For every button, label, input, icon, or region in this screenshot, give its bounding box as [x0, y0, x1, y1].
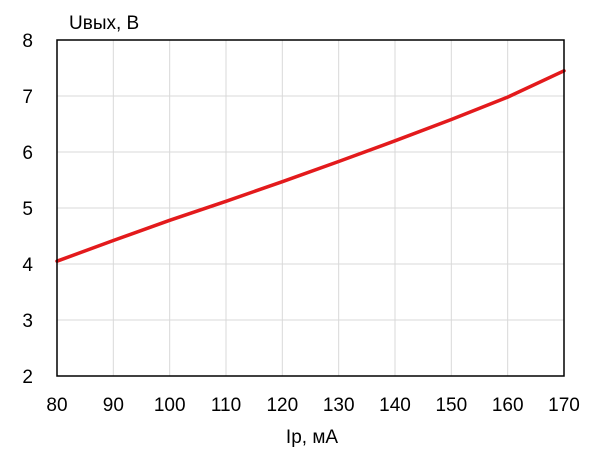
x-tick-label: 170: [548, 395, 580, 416]
x-tick-label: 110: [211, 395, 241, 416]
y-axis-label: Uвых, В: [69, 13, 139, 34]
grid: [56, 39, 565, 377]
x-tick-label: 140: [379, 395, 411, 416]
y-tick-label: 8: [22, 31, 33, 52]
x-tick-label: 90: [103, 395, 124, 416]
y-tick-label: 4: [22, 255, 33, 276]
x-tick-labels: 80 90 100 110 120 130 140 150 160 170: [46, 395, 579, 416]
x-tick-label: 160: [492, 395, 524, 416]
x-axis-label: Iр, мА: [286, 427, 338, 448]
y-tick-label: 3: [22, 311, 33, 332]
series-layer: [55, 69, 566, 263]
x-tick-label: 80: [46, 395, 67, 416]
y-tick-labels: 2 3 4 5 6 7 8: [22, 31, 33, 388]
y-tick-label: 7: [22, 87, 33, 108]
plot-frame: [56, 39, 565, 377]
x-tick-label: 120: [266, 395, 298, 416]
series-line: [55, 69, 566, 263]
x-tick-label: 100: [154, 395, 186, 416]
x-tick-label: 150: [435, 395, 467, 416]
y-tick-label: 6: [22, 143, 33, 164]
y-tick-label: 2: [22, 367, 33, 388]
x-tick-label: 130: [323, 395, 355, 416]
y-tick-label: 5: [22, 199, 33, 220]
